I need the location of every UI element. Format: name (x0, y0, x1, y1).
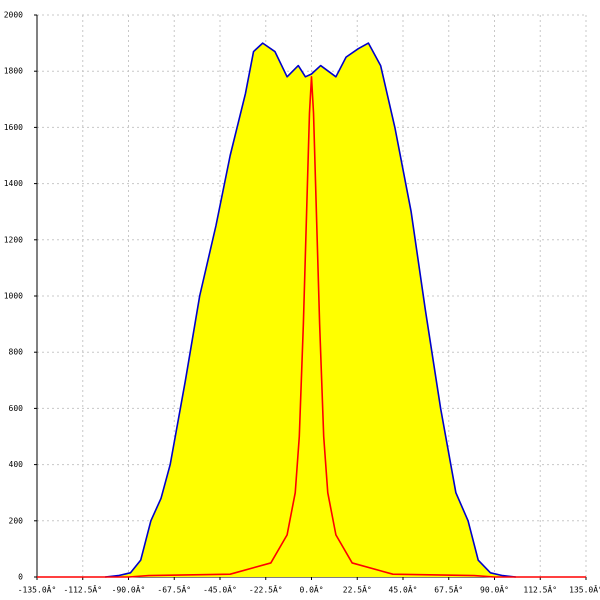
line (105, 42, 516, 578)
y-tick-label: 1200 (4, 235, 23, 244)
y-tick-label: 1600 (4, 123, 23, 132)
x-tick-label: -22.5Â° (249, 584, 283, 595)
x-tick-label: -90.0Â° (112, 584, 146, 595)
x-tick-label: 22.5Â° (343, 584, 372, 595)
x-tick-label: 45.0Â° (389, 584, 418, 595)
y-tick-label: 1800 (4, 67, 23, 76)
x-tick-label: -67.5Â° (157, 584, 191, 595)
y-tick-label: 800 (9, 348, 24, 357)
x-tick-label: 90.0Â° (480, 584, 509, 595)
x-tick-label: 0.0Â° (299, 584, 323, 595)
x-tick-label: 67.5Â° (434, 584, 463, 595)
y-tick-label: 1400 (4, 179, 23, 188)
x-tick-label: 112.5Â° (523, 584, 557, 595)
y-tick-label: 2000 (4, 11, 23, 20)
x-tick-label: -135.0Â° (18, 584, 57, 595)
y-tick-label: 200 (9, 516, 24, 525)
x-tick-label: 135.0Â° (569, 584, 600, 595)
x-tick-label: -112.5Â° (63, 584, 102, 595)
y-tick-label: 400 (9, 460, 24, 469)
y-tick-label: 600 (9, 404, 24, 413)
y-tick-label: 0 (18, 573, 23, 582)
area (105, 43, 516, 578)
y-tick-label: 1000 (4, 292, 23, 301)
line (37, 76, 586, 578)
x-tick-label: -45.0Â° (203, 584, 237, 595)
